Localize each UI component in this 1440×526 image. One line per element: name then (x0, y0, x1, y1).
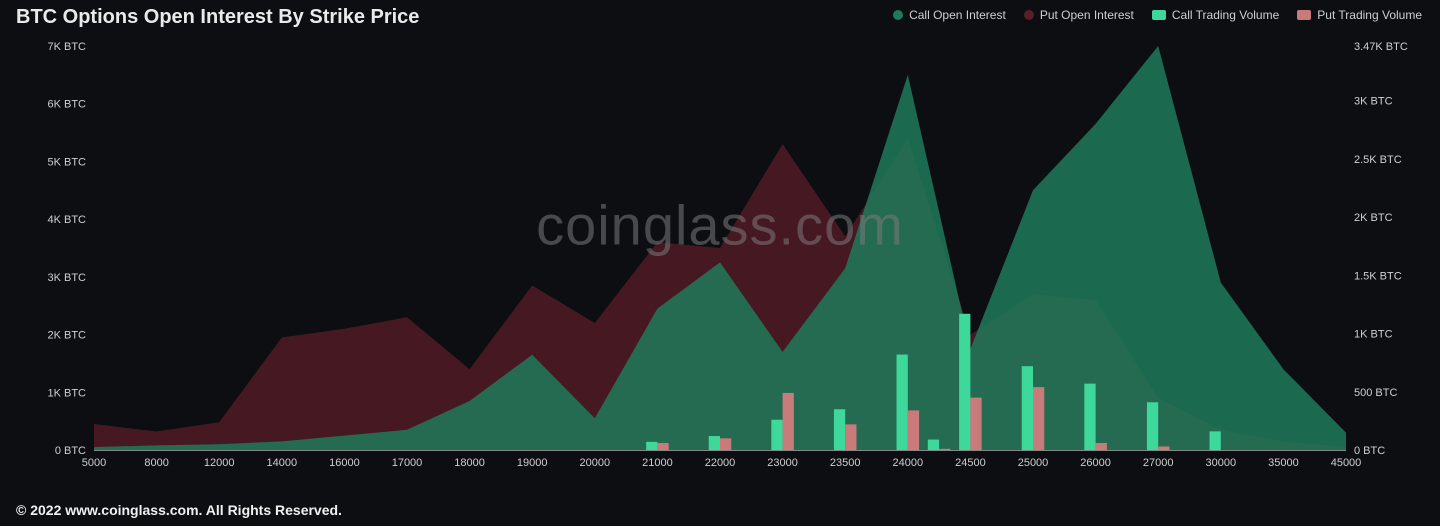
svg-text:21000: 21000 (642, 457, 673, 469)
legend-put-vol[interactable]: Put Trading Volume (1297, 8, 1422, 22)
svg-text:2.5K BTC: 2.5K BTC (1354, 154, 1402, 166)
legend-label: Call Open Interest (909, 8, 1006, 22)
legend: Call Open Interest Put Open Interest Cal… (893, 8, 1422, 22)
chart-plot: 0 BTC 1K BTC 2K BTC 3K BTC 4K BTC 5K BTC 6K BT… (16, 36, 1424, 476)
svg-text:26000: 26000 (1080, 457, 1111, 469)
svg-text:24000: 24000 (893, 457, 924, 469)
svg-text:3K BTC: 3K BTC (47, 272, 86, 284)
chart-title: BTC Options Open Interest By Strike Pric… (16, 6, 419, 29)
legend-call-vol[interactable]: Call Trading Volume (1152, 8, 1279, 22)
svg-text:35000: 35000 (1268, 457, 1299, 469)
svg-text:24500: 24500 (955, 457, 986, 469)
svg-text:2K BTC: 2K BTC (47, 330, 86, 342)
legend-label: Put Open Interest (1040, 8, 1134, 22)
square-icon (1152, 10, 1166, 20)
svg-text:0 BTC: 0 BTC (55, 445, 86, 457)
dot-icon (893, 10, 903, 20)
svg-text:2K BTC: 2K BTC (1354, 212, 1393, 224)
svg-text:19000: 19000 (517, 457, 548, 469)
svg-text:3K BTC: 3K BTC (1354, 96, 1393, 108)
dot-icon (1024, 10, 1034, 20)
svg-text:5K BTC: 5K BTC (47, 156, 86, 168)
svg-text:18000: 18000 (454, 457, 485, 469)
svg-text:23500: 23500 (830, 457, 861, 469)
chart-container: BTC Options Open Interest By Strike Pric… (0, 0, 1440, 526)
svg-text:22000: 22000 (705, 457, 736, 469)
footer-copyright: © 2022 www.coinglass.com. All Rights Res… (16, 502, 342, 518)
svg-text:25000: 25000 (1018, 457, 1049, 469)
legend-label: Put Trading Volume (1317, 8, 1422, 22)
svg-text:30000: 30000 (1206, 457, 1237, 469)
svg-text:27000: 27000 (1143, 457, 1174, 469)
legend-label: Call Trading Volume (1172, 8, 1279, 22)
chart-svg: 0 BTC 1K BTC 2K BTC 3K BTC 4K BTC 5K BTC 6K BT… (16, 36, 1424, 476)
svg-text:3.47K BTC: 3.47K BTC (1354, 41, 1408, 53)
svg-text:45000: 45000 (1331, 457, 1362, 469)
svg-text:500 BTC: 500 BTC (1354, 387, 1397, 399)
square-icon (1297, 10, 1311, 20)
svg-text:6K BTC: 6K BTC (47, 99, 86, 111)
svg-text:8000: 8000 (144, 457, 168, 469)
svg-text:23000: 23000 (767, 457, 798, 469)
svg-text:12000: 12000 (204, 457, 235, 469)
svg-text:1.5K BTC: 1.5K BTC (1354, 270, 1402, 282)
svg-text:14000: 14000 (267, 457, 298, 469)
svg-text:20000: 20000 (580, 457, 611, 469)
legend-put-oi[interactable]: Put Open Interest (1024, 8, 1134, 22)
svg-text:5000: 5000 (82, 457, 106, 469)
svg-text:0 BTC: 0 BTC (1354, 445, 1385, 457)
legend-call-oi[interactable]: Call Open Interest (893, 8, 1006, 22)
svg-text:1K BTC: 1K BTC (1354, 329, 1393, 341)
svg-text:16000: 16000 (329, 457, 360, 469)
svg-text:7K BTC: 7K BTC (47, 41, 86, 53)
svg-text:1K BTC: 1K BTC (47, 387, 86, 399)
svg-text:17000: 17000 (392, 457, 423, 469)
svg-text:4K BTC: 4K BTC (47, 214, 86, 226)
